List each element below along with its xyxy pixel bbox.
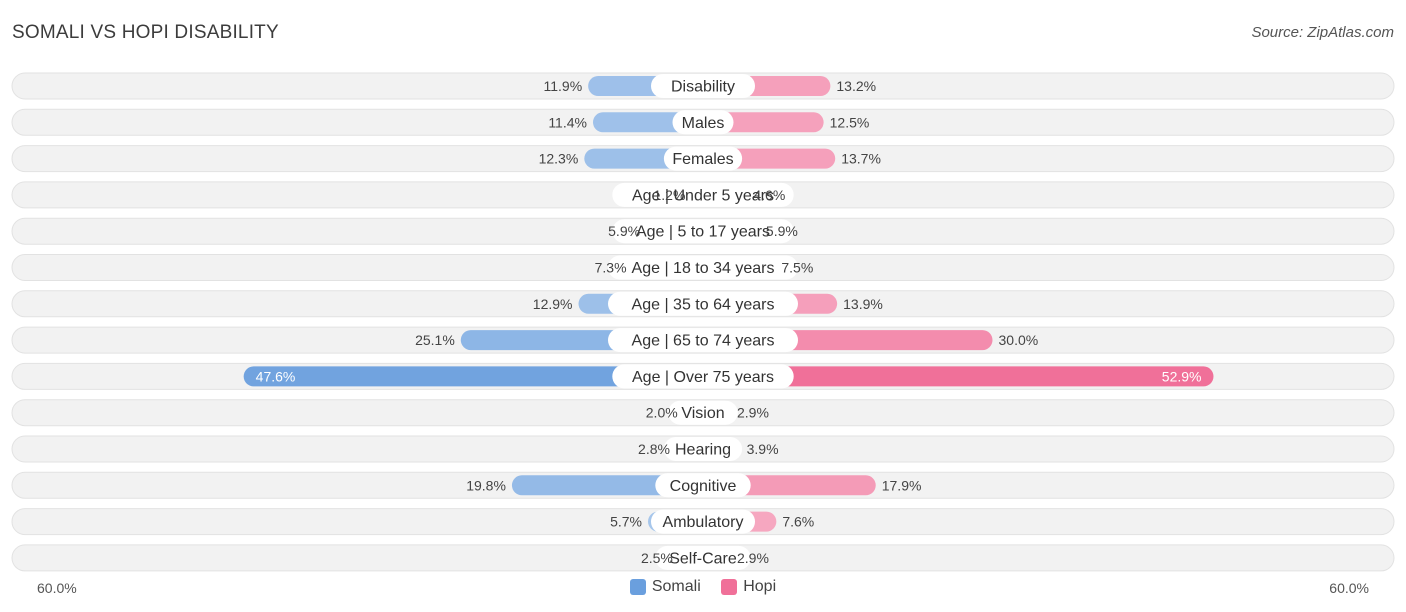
value-label-somali: 7.3% <box>595 260 627 276</box>
category-label: Age | 5 to 17 years <box>636 224 770 241</box>
value-label-hopi: 13.2% <box>836 78 876 94</box>
legend-item-hopi[interactable]: Hopi <box>721 578 776 596</box>
category-pill <box>608 291 798 316</box>
value-label-somali: 25.1% <box>415 332 455 348</box>
category-pill <box>651 509 755 534</box>
diverging-bar-chart: Disability 11.9% 13.2% Males 11.4% 12.5% Femal… <box>11 72 1395 572</box>
value-label-somali: 11.4% <box>548 114 587 130</box>
axis-left-label: 60.0% <box>37 580 77 596</box>
category-label: Hearing <box>675 442 731 459</box>
category-label: Cognitive <box>670 478 737 495</box>
category-label: Disability <box>671 79 735 96</box>
category-label: Age | Under 5 years <box>632 187 774 204</box>
value-label-hopi: 2.9% <box>737 550 769 566</box>
category-pill <box>668 400 738 425</box>
value-label-hopi: 7.5% <box>781 260 813 276</box>
value-label-hopi: 4.6% <box>753 187 785 203</box>
value-label-somali: 5.9% <box>608 223 640 239</box>
category-pill <box>651 74 755 98</box>
value-label-somali: 5.7% <box>610 514 642 530</box>
legend-item-somali[interactable]: Somali <box>629 578 701 596</box>
value-label-hopi: 5.9% <box>766 223 798 239</box>
value-label-hopi: 3.9% <box>747 441 779 457</box>
legend-label-hopi: Hopi <box>743 578 777 595</box>
category-pill <box>663 437 743 461</box>
category-label: Age | 18 to 34 years <box>632 260 775 277</box>
value-label-hopi: 12.5% <box>830 114 870 130</box>
category-pill <box>612 364 794 389</box>
value-label-somali: 47.6% <box>256 368 296 384</box>
category-label: Ambulatory <box>663 514 744 531</box>
value-label-hopi: 2.9% <box>737 405 769 421</box>
category-label: Vision <box>681 405 724 422</box>
chart-title: SOMALI VS HOPI DISABILITY <box>12 22 279 43</box>
value-label-somali: 12.3% <box>539 151 579 167</box>
value-label-hopi: 13.9% <box>843 296 883 312</box>
category-pill <box>655 473 751 498</box>
value-label-somali: 11.9% <box>543 78 582 94</box>
category-pill <box>655 545 751 570</box>
category-pill <box>672 110 734 135</box>
category-pill <box>612 182 794 207</box>
category-label: Age | Over 75 years <box>632 369 774 386</box>
value-label-hopi: 13.7% <box>841 151 881 167</box>
category-pill <box>663 146 743 171</box>
value-label-somali: 19.8% <box>466 477 506 493</box>
category-label: Age | 35 to 64 years <box>632 296 775 313</box>
category-label: Age | 65 to 74 years <box>632 333 775 350</box>
bar-hopi <box>693 366 1214 387</box>
legend-swatch-hopi <box>721 579 738 595</box>
legend: Somali Hopi <box>0 578 1406 600</box>
category-pill <box>608 328 798 353</box>
value-label-somali: 1.2% <box>653 187 685 203</box>
category-label: Males <box>682 115 725 132</box>
chart-source: Source: ZipAtlas.com <box>1251 24 1394 41</box>
value-label-hopi: 30.0% <box>999 332 1039 348</box>
value-label-somali: 2.5% <box>641 550 673 566</box>
bar-somali <box>243 366 713 387</box>
category-pill <box>608 255 798 280</box>
category-label: Females <box>672 151 733 168</box>
value-label-somali: 2.0% <box>646 405 678 421</box>
value-label-somali: 12.9% <box>533 296 573 312</box>
category-pill <box>612 219 794 244</box>
legend-label-somali: Somali <box>651 578 701 595</box>
axis-right-label: 60.0% <box>1329 580 1369 596</box>
value-label-somali: 2.8% <box>638 441 670 457</box>
value-label-hopi: 7.6% <box>782 514 814 530</box>
value-label-hopi: 52.9% <box>1162 368 1202 384</box>
category-label: Self-Care <box>669 550 737 567</box>
value-label-hopi: 17.9% <box>882 477 922 493</box>
legend-swatch-somali <box>629 579 646 595</box>
